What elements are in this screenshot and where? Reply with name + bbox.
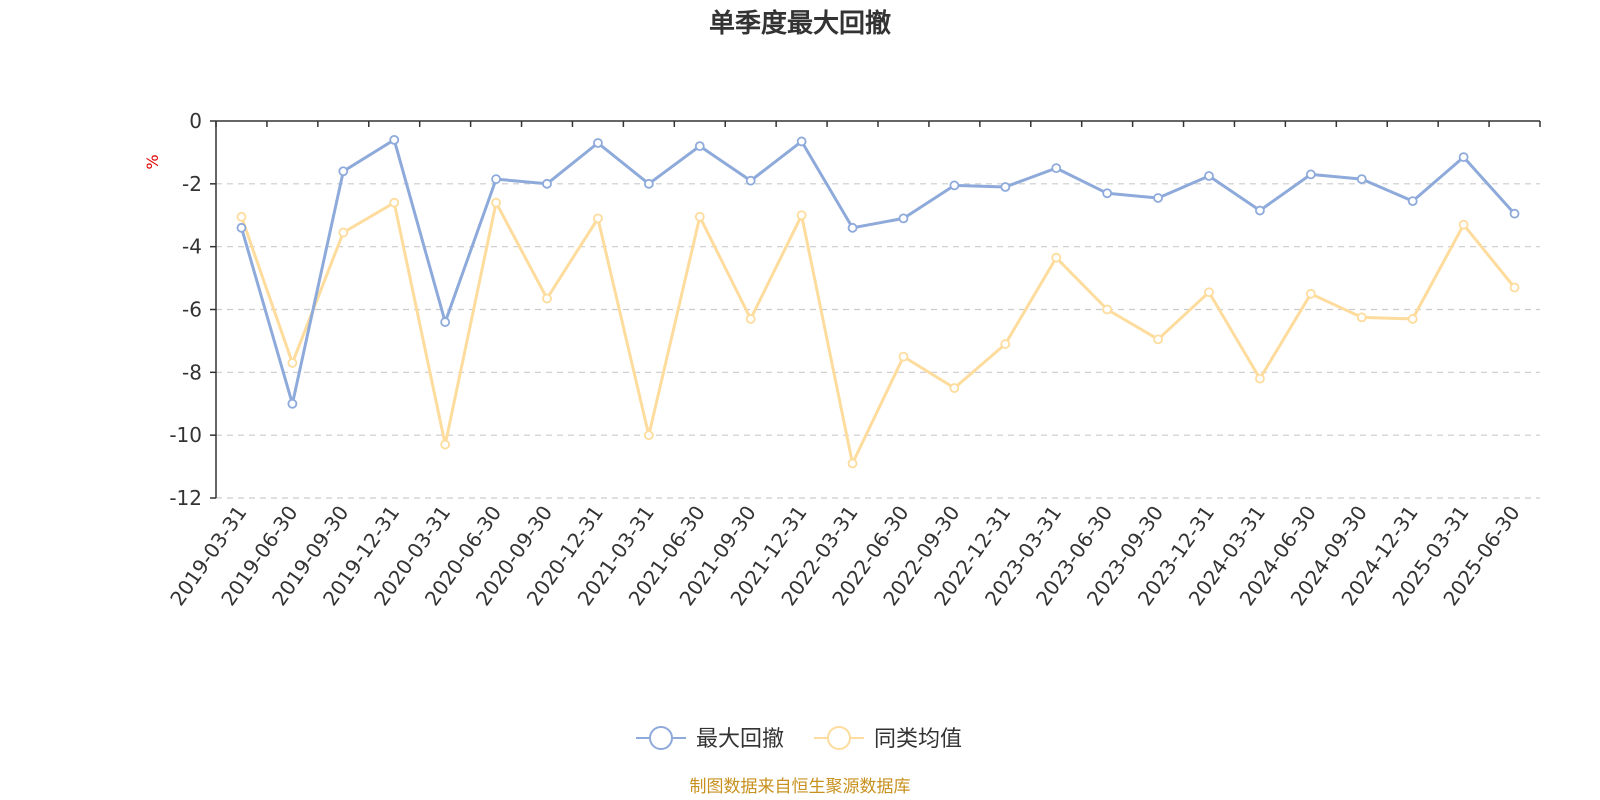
y-tick-label: 0 bbox=[189, 109, 202, 133]
data-point[interactable] bbox=[338, 227, 349, 238]
data-point[interactable] bbox=[796, 210, 807, 221]
data-point[interactable] bbox=[1509, 282, 1520, 293]
data-point[interactable] bbox=[440, 317, 451, 327]
y-tick-label: -2 bbox=[182, 172, 202, 196]
data-point[interactable] bbox=[1153, 334, 1163, 345]
data-point[interactable] bbox=[338, 166, 349, 177]
data-point[interactable] bbox=[1356, 312, 1367, 323]
legend-circle-icon bbox=[649, 726, 673, 750]
data-point[interactable] bbox=[593, 138, 603, 148]
data-point[interactable] bbox=[389, 197, 400, 208]
legend-label: 同类均值 bbox=[874, 727, 962, 752]
data-point[interactable] bbox=[847, 458, 858, 469]
data-point[interactable] bbox=[1102, 188, 1113, 199]
data-point[interactable] bbox=[745, 175, 756, 186]
series-1 bbox=[236, 197, 1520, 469]
grid-lines bbox=[216, 183, 1540, 499]
series-line bbox=[240, 201, 1516, 465]
y-tick-label: -8 bbox=[182, 360, 202, 384]
data-point[interactable] bbox=[949, 383, 960, 393]
data-point[interactable] bbox=[694, 211, 705, 222]
data-point[interactable] bbox=[1153, 193, 1163, 203]
data-point[interactable] bbox=[949, 180, 960, 191]
data-point[interactable] bbox=[1407, 196, 1418, 207]
data-point[interactable] bbox=[898, 351, 909, 362]
data-point[interactable] bbox=[1204, 287, 1214, 298]
data-point[interactable] bbox=[389, 134, 400, 145]
series-line bbox=[240, 138, 1516, 406]
data-point[interactable] bbox=[1255, 373, 1265, 384]
series-lines bbox=[236, 134, 1520, 469]
data-point[interactable] bbox=[287, 398, 298, 409]
data-point[interactable] bbox=[1458, 152, 1469, 163]
series-0 bbox=[236, 134, 1520, 409]
data-point[interactable] bbox=[440, 439, 451, 450]
data-point[interactable] bbox=[643, 430, 654, 441]
data-point[interactable] bbox=[542, 178, 552, 189]
legend-item[interactable]: 同类均值 bbox=[814, 726, 962, 752]
data-point[interactable] bbox=[236, 211, 247, 222]
legend[interactable]: 最大回撤 同类均值 bbox=[636, 726, 962, 752]
data-point[interactable] bbox=[1204, 171, 1214, 181]
y-tick-label: -10 bbox=[169, 423, 202, 447]
data-point[interactable] bbox=[542, 293, 552, 304]
data-source-note: 制图数据来自恒生聚源数据库 bbox=[690, 777, 911, 797]
data-point[interactable] bbox=[491, 197, 501, 208]
data-point[interactable] bbox=[236, 222, 247, 233]
data-point[interactable] bbox=[1000, 339, 1011, 349]
data-point[interactable] bbox=[1407, 314, 1418, 324]
data-point[interactable] bbox=[1051, 163, 1062, 174]
data-point[interactable] bbox=[1509, 208, 1520, 219]
y-tick-label: -4 bbox=[182, 235, 202, 259]
legend-item[interactable]: 最大回撤 bbox=[636, 726, 784, 752]
data-point[interactable] bbox=[1102, 304, 1113, 315]
data-point[interactable] bbox=[1458, 219, 1469, 230]
data-point[interactable] bbox=[796, 136, 807, 147]
legend-label: 最大回撤 bbox=[696, 727, 784, 752]
data-point[interactable] bbox=[287, 358, 298, 368]
chart-title: 单季度最大回撤 bbox=[709, 8, 891, 39]
data-point[interactable] bbox=[643, 178, 654, 189]
data-point[interactable] bbox=[1305, 169, 1316, 180]
data-point[interactable] bbox=[1000, 182, 1011, 192]
data-point[interactable] bbox=[593, 213, 603, 224]
y-tick-label: -6 bbox=[182, 298, 202, 322]
data-point[interactable] bbox=[847, 222, 858, 233]
data-point[interactable] bbox=[898, 213, 909, 224]
legend-circle-icon bbox=[827, 726, 851, 750]
data-point[interactable] bbox=[745, 314, 756, 324]
y-axis-unit: % bbox=[143, 154, 162, 169]
data-point[interactable] bbox=[694, 141, 705, 152]
data-point[interactable] bbox=[491, 174, 501, 185]
data-point[interactable] bbox=[1051, 252, 1062, 263]
data-point[interactable] bbox=[1255, 205, 1265, 216]
y-tick-label: -12 bbox=[169, 486, 202, 510]
data-point[interactable] bbox=[1305, 288, 1316, 299]
data-point[interactable] bbox=[1356, 174, 1367, 185]
